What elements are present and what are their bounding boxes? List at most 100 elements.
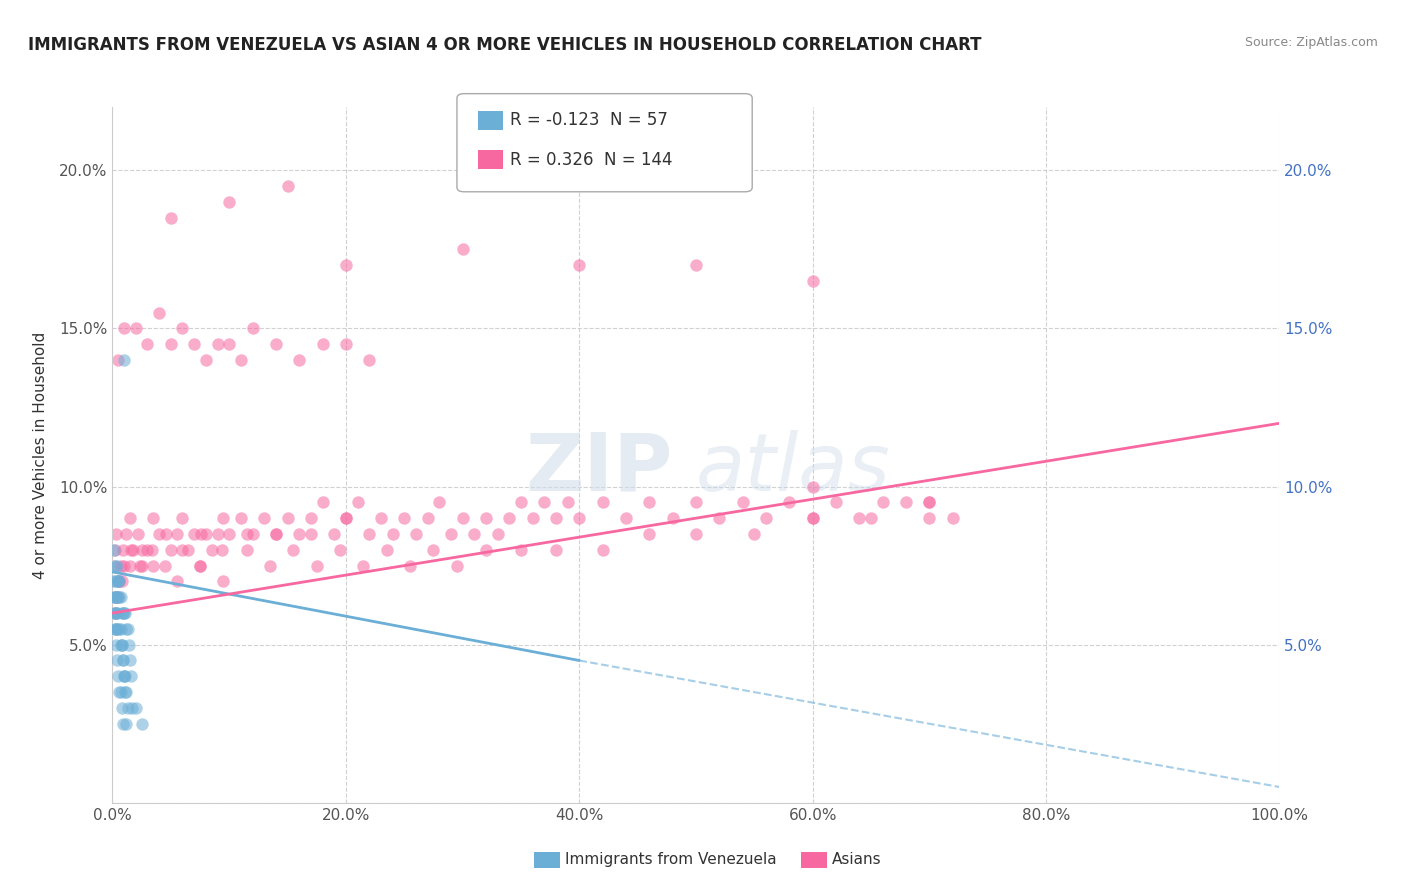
Point <box>112 353 135 368</box>
Point <box>212 511 235 525</box>
Point <box>638 527 661 541</box>
Point <box>685 495 707 509</box>
Point <box>107 669 129 683</box>
Point <box>121 701 143 715</box>
Point <box>115 527 138 541</box>
Point <box>105 591 128 605</box>
Point <box>592 542 614 557</box>
Point <box>107 353 129 368</box>
Point <box>335 511 357 525</box>
Point <box>533 495 555 509</box>
Point <box>446 558 468 573</box>
Point <box>125 701 148 715</box>
Point <box>218 527 240 541</box>
Point <box>475 542 498 557</box>
Point <box>894 495 917 509</box>
Point <box>104 606 127 620</box>
Point <box>218 194 240 209</box>
Point <box>103 591 125 605</box>
Point <box>475 511 498 525</box>
Point <box>104 638 127 652</box>
Point <box>568 511 591 525</box>
Text: atlas: atlas <box>696 430 891 508</box>
Point <box>323 527 346 541</box>
Point <box>155 527 177 541</box>
Point <box>259 558 281 573</box>
Point <box>122 542 145 557</box>
Point <box>105 558 128 573</box>
Point <box>118 638 141 652</box>
Text: Source: ZipAtlas.com: Source: ZipAtlas.com <box>1244 36 1378 49</box>
Point <box>111 653 134 667</box>
Point <box>329 542 352 557</box>
Point <box>112 669 135 683</box>
Point <box>112 606 135 620</box>
Point <box>825 495 848 509</box>
Point <box>394 511 416 525</box>
Point <box>111 701 134 715</box>
Point <box>105 591 128 605</box>
Point <box>114 685 136 699</box>
Point <box>194 353 217 368</box>
Point <box>335 258 357 272</box>
Point <box>108 574 131 589</box>
Point <box>104 542 127 557</box>
Point <box>125 321 148 335</box>
Point <box>107 574 129 589</box>
Point <box>141 542 163 557</box>
Point <box>942 511 965 525</box>
Point <box>104 622 127 636</box>
Point <box>104 591 127 605</box>
Point <box>112 558 135 573</box>
Point <box>117 701 139 715</box>
Point <box>104 606 127 620</box>
Point <box>142 558 165 573</box>
Text: Asians: Asians <box>832 853 882 867</box>
Point <box>211 542 233 557</box>
Point <box>103 542 125 557</box>
Point <box>801 274 824 288</box>
Point <box>172 542 194 557</box>
Point <box>177 542 200 557</box>
Text: Immigrants from Venezuela: Immigrants from Venezuela <box>565 853 778 867</box>
Point <box>103 606 125 620</box>
Point <box>131 558 153 573</box>
Point <box>592 495 614 509</box>
Point <box>148 305 170 319</box>
Point <box>299 511 322 525</box>
Point <box>359 527 381 541</box>
Point <box>136 542 159 557</box>
Point <box>311 495 333 509</box>
Point <box>422 542 444 557</box>
Point <box>166 527 188 541</box>
Point <box>120 669 142 683</box>
Point <box>335 337 357 351</box>
Point <box>235 527 257 541</box>
Text: R = 0.326  N = 144: R = 0.326 N = 144 <box>510 151 673 169</box>
Point <box>105 653 128 667</box>
Point <box>108 685 131 699</box>
Point <box>778 495 800 509</box>
Point <box>288 353 311 368</box>
Point <box>242 527 264 541</box>
Point <box>112 321 135 335</box>
Text: ZIP: ZIP <box>526 430 672 508</box>
Point <box>111 574 134 589</box>
Point <box>685 258 707 272</box>
Point <box>731 495 754 509</box>
Point <box>614 511 637 525</box>
Point <box>111 653 134 667</box>
Point <box>153 558 176 573</box>
Y-axis label: 4 or more Vehicles in Household: 4 or more Vehicles in Household <box>34 331 48 579</box>
Point <box>918 495 941 509</box>
Point <box>117 622 139 636</box>
Point <box>111 606 134 620</box>
Point <box>104 591 127 605</box>
Point <box>801 511 824 525</box>
Point <box>207 527 229 541</box>
Point <box>346 495 368 509</box>
Point <box>918 495 941 509</box>
Point <box>166 574 188 589</box>
Point <box>352 558 374 573</box>
Point <box>288 527 311 541</box>
